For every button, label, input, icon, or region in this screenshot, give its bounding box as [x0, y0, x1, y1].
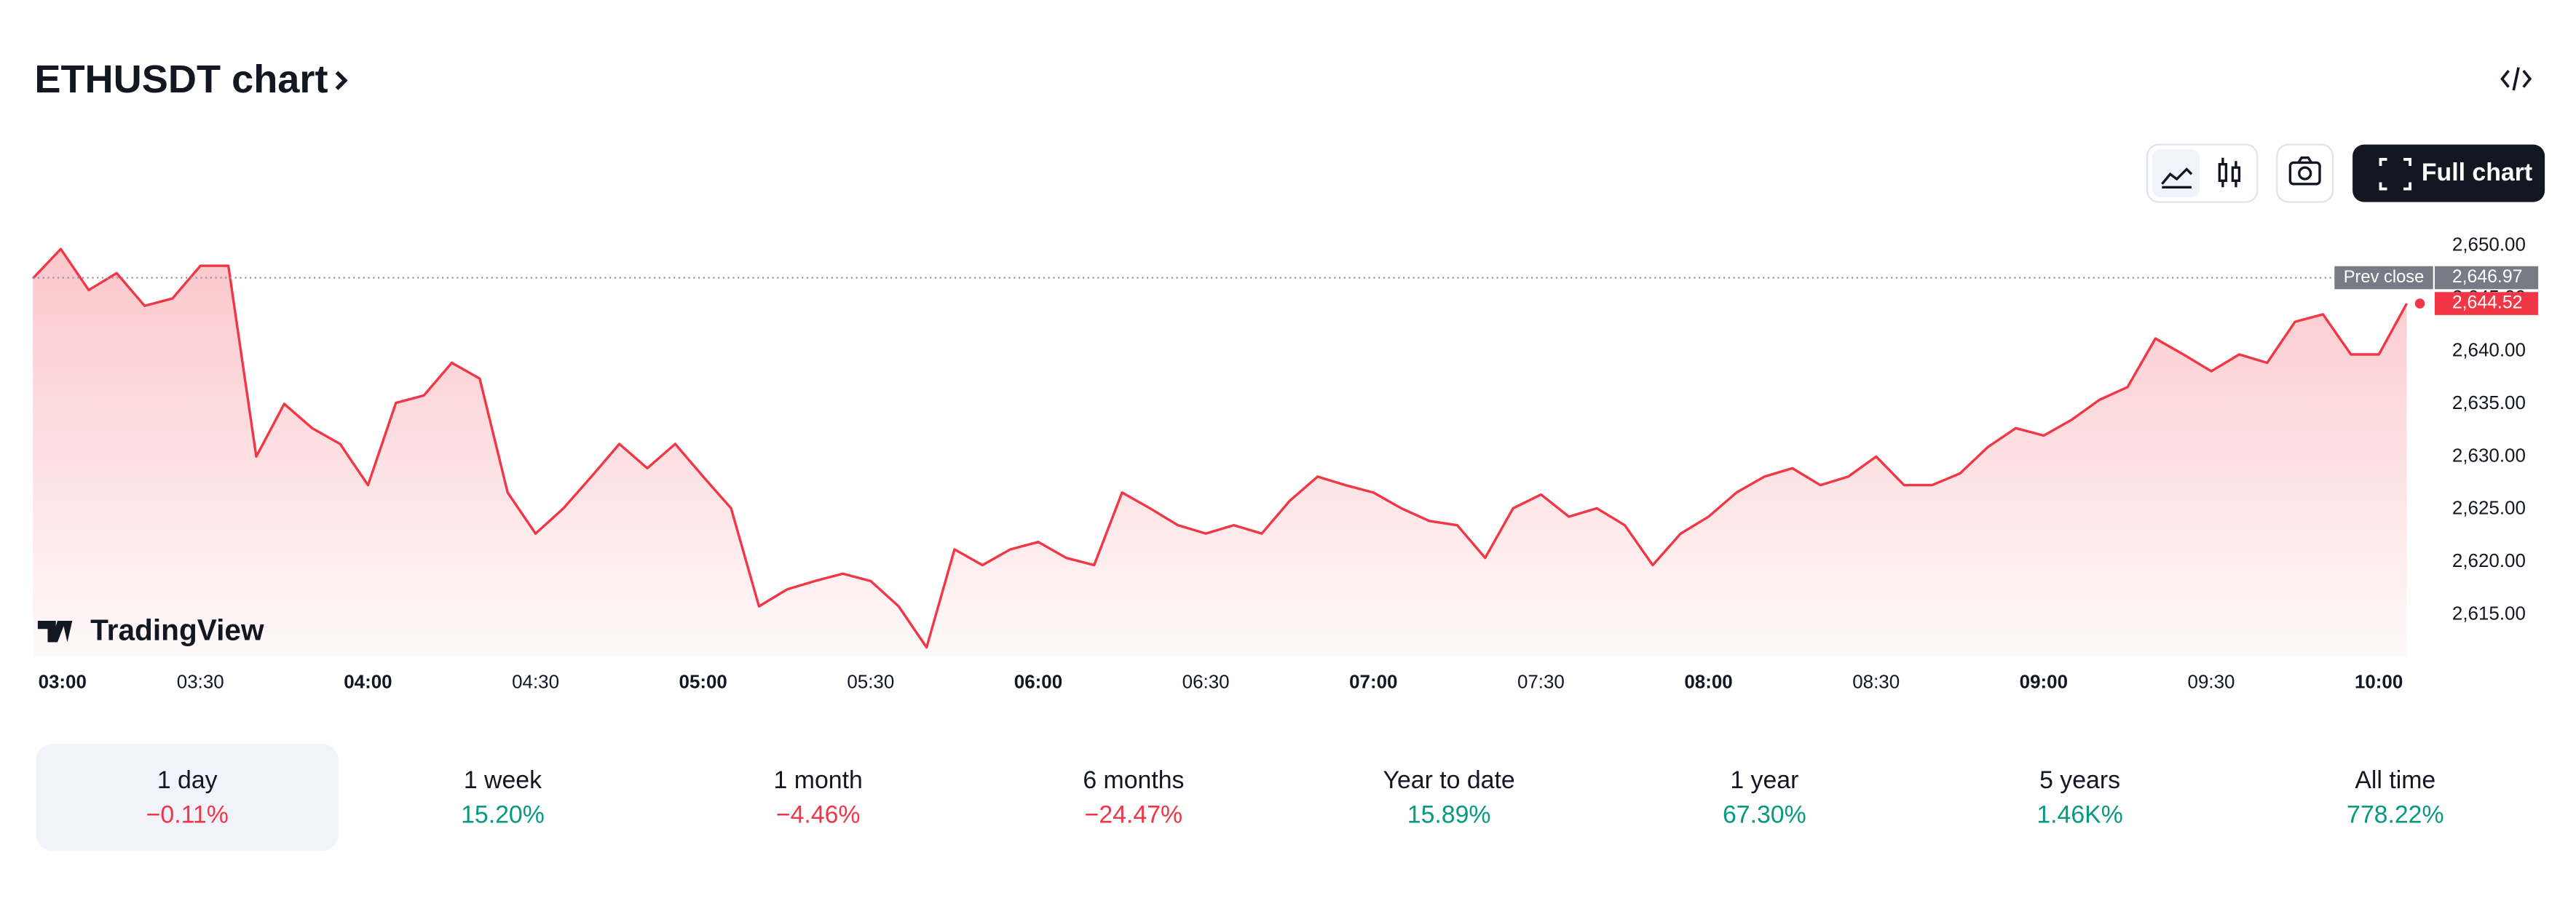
period-label[interactable]: 5 years	[2039, 766, 2120, 794]
y-tick-label: 2,615.00	[2452, 604, 2526, 624]
y-tick-label: 2,640.00	[2452, 340, 2526, 360]
x-tick-label: 04:30	[512, 672, 559, 693]
y-tick-label: 2,635.00	[2452, 393, 2526, 413]
period-change[interactable]: −0.11%	[146, 801, 229, 828]
period-button[interactable]	[1929, 744, 2231, 851]
plot: 2,615.00 2,620.00 2,625.00 2,630.00 2,635.00…	[31, 235, 2539, 693]
area-icon	[2161, 167, 2193, 188]
x-tick-label: 06:00	[1014, 672, 1062, 693]
period-change[interactable]: −4.46%	[776, 801, 861, 828]
y-tick-label: 2,620.00	[2452, 551, 2526, 571]
last-price-bg	[2434, 292, 2539, 315]
period-button[interactable]	[352, 744, 654, 851]
x-tick-label: 06:30	[1182, 672, 1230, 693]
watermark: TradingView	[37, 614, 264, 647]
x-tick-label: 05:30	[847, 672, 894, 693]
y-tick-label: 2,630.00	[2452, 445, 2526, 466]
x-tick-label: 03:30	[177, 672, 224, 693]
prev-close-label: 2,646.97	[2452, 267, 2523, 287]
x-tick-label: 09:00	[2020, 672, 2068, 693]
period-change[interactable]: −24.47%	[1085, 801, 1183, 828]
period-button[interactable]	[1298, 744, 1600, 851]
period-label[interactable]: 1 week	[464, 766, 542, 794]
period-change[interactable]: 67.30%	[1723, 801, 1806, 828]
x-tick-label: 10:00	[2355, 672, 2403, 693]
title[interactable]: ETHUSDT chart	[34, 57, 328, 101]
x-tick-label: 05:00	[679, 672, 727, 693]
period-button[interactable]	[2244, 744, 2546, 851]
x-tick-label: 07:00	[1349, 672, 1397, 693]
camera-icon	[2288, 156, 2321, 186]
period-label[interactable]: 1 month	[774, 766, 863, 794]
last-price-dot	[2414, 298, 2425, 309]
x-tick-label: 09:30	[2188, 672, 2235, 693]
period-label[interactable]: 1 day	[157, 766, 218, 794]
period-button[interactable]	[36, 744, 339, 851]
period-button[interactable]	[1613, 744, 1916, 851]
periods: 1 day −0.11% 1 week 15.20% 1 month −4.46% 6 mo…	[36, 744, 2546, 851]
watermark-logo	[37, 620, 73, 643]
area-style-button[interactable]	[2152, 149, 2200, 197]
snapshot-button[interactable]	[2276, 143, 2334, 203]
prev-close-tag	[2334, 266, 2433, 290]
x-tick-label: 08:00	[1684, 672, 1732, 693]
prev-close-label-bg	[2434, 266, 2539, 290]
y-tick-label: 2,625.00	[2452, 499, 2526, 519]
x-tick-label: 08:30	[1852, 672, 1900, 693]
period-button[interactable]	[667, 744, 969, 851]
prev-close-name: Prev close	[2344, 268, 2425, 287]
candle-style-button[interactable]	[2218, 157, 2241, 188]
period-label[interactable]: 1 year	[1730, 766, 1798, 794]
period-label[interactable]: 6 months	[1083, 766, 1184, 794]
full-chart-label[interactable]: Full chart	[2422, 159, 2532, 186]
full-chart-button[interactable]	[2352, 144, 2545, 202]
x-tick-label: 07:30	[1517, 672, 1565, 693]
y-tick-label: 2,650.00	[2452, 235, 2526, 255]
period-label[interactable]: Year to date	[1383, 766, 1515, 794]
price-line	[31, 247, 2409, 649]
x-tick-label: 04:00	[344, 672, 392, 693]
period-change[interactable]: 1.46K%	[2036, 801, 2122, 828]
area-fill	[33, 249, 2407, 657]
x-tick-label: 03:00	[39, 672, 87, 693]
title-chevron	[335, 71, 348, 90]
period-change[interactable]: 15.20%	[461, 801, 545, 828]
period-button[interactable]	[982, 744, 1284, 851]
period-change[interactable]: 778.22%	[2347, 801, 2444, 828]
embed-icon[interactable]	[2500, 67, 2532, 91]
period-label[interactable]: All time	[2355, 766, 2435, 794]
last-price-label: 2,644.52	[2452, 293, 2523, 313]
watermark-text: TradingView	[90, 614, 264, 647]
fullscreen-icon	[2379, 158, 2412, 191]
period-change[interactable]: 15.89%	[1407, 801, 1491, 828]
period-selected-bg	[36, 744, 339, 851]
